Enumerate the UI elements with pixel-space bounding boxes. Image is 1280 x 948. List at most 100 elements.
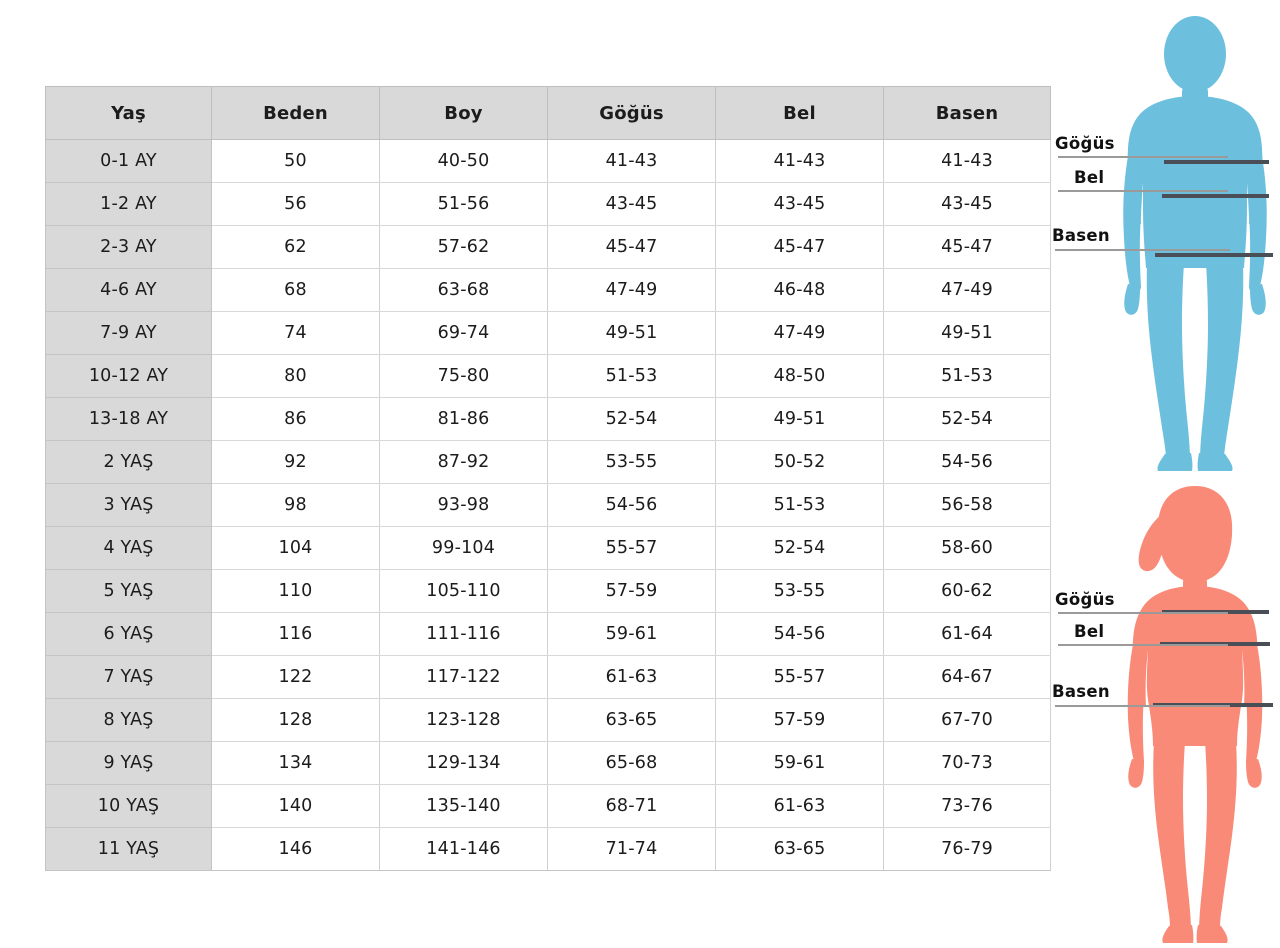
column-header-basen: Basen xyxy=(883,86,1051,140)
male-silhouette-icon xyxy=(1123,16,1267,471)
cell-age: 0-1 AY xyxy=(45,139,212,183)
cell-hip: 41-43 xyxy=(883,139,1051,183)
cell-hip: 76-79 xyxy=(883,827,1051,871)
male-hip-label: Basen xyxy=(1052,226,1110,245)
table-row: 9 YAŞ 134 129-134 65-68 59-61 70-73 xyxy=(45,741,1051,785)
column-header-boy: Boy xyxy=(379,86,548,140)
cell-size: 50 xyxy=(211,139,380,183)
cell-waist: 53-55 xyxy=(715,569,884,613)
cell-height: 129-134 xyxy=(379,741,548,785)
cell-height: 99-104 xyxy=(379,526,548,570)
cell-height: 75-80 xyxy=(379,354,548,398)
cell-size: 86 xyxy=(211,397,380,441)
cell-chest: 63-65 xyxy=(547,698,716,742)
cell-waist: 46-48 xyxy=(715,268,884,312)
female-hip-leader-line xyxy=(1055,705,1230,707)
cell-waist: 51-53 xyxy=(715,483,884,527)
cell-hip: 58-60 xyxy=(883,526,1051,570)
cell-chest: 41-43 xyxy=(547,139,716,183)
cell-age: 10-12 AY xyxy=(45,354,212,398)
table-row: 5 YAŞ 110 105-110 57-59 53-55 60-62 xyxy=(45,569,1051,613)
cell-chest: 65-68 xyxy=(547,741,716,785)
cell-waist: 48-50 xyxy=(715,354,884,398)
table-row: 11 YAŞ 146 141-146 71-74 63-65 76-79 xyxy=(45,827,1051,871)
cell-hip: 45-47 xyxy=(883,225,1051,269)
cell-chest: 55-57 xyxy=(547,526,716,570)
cell-chest: 47-49 xyxy=(547,268,716,312)
cell-height: 117-122 xyxy=(379,655,548,699)
cell-height: 69-74 xyxy=(379,311,548,355)
cell-hip: 49-51 xyxy=(883,311,1051,355)
female-chest-leader-line xyxy=(1058,612,1228,614)
cell-hip: 67-70 xyxy=(883,698,1051,742)
cell-hip: 61-64 xyxy=(883,612,1051,656)
table-row: 6 YAŞ 116 111-116 59-61 54-56 61-64 xyxy=(45,612,1051,656)
cell-chest: 51-53 xyxy=(547,354,716,398)
cell-hip: 54-56 xyxy=(883,440,1051,484)
cell-waist: 41-43 xyxy=(715,139,884,183)
cell-age: 4-6 AY xyxy=(45,268,212,312)
cell-chest: 57-59 xyxy=(547,569,716,613)
cell-size: 98 xyxy=(211,483,380,527)
cell-waist: 63-65 xyxy=(715,827,884,871)
cell-size: 146 xyxy=(211,827,380,871)
cell-size: 134 xyxy=(211,741,380,785)
cell-hip: 60-62 xyxy=(883,569,1051,613)
cell-chest: 71-74 xyxy=(547,827,716,871)
cell-chest: 49-51 xyxy=(547,311,716,355)
cell-height: 57-62 xyxy=(379,225,548,269)
cell-height: 111-116 xyxy=(379,612,548,656)
cell-height: 105-110 xyxy=(379,569,548,613)
column-header-bel: Bel xyxy=(715,86,884,140)
cell-size: 92 xyxy=(211,440,380,484)
table-row: 4 YAŞ 104 99-104 55-57 52-54 58-60 xyxy=(45,526,1051,570)
column-header-gogus: Göğüs xyxy=(547,86,716,140)
male-waist-leader-line xyxy=(1058,190,1228,192)
male-hip-leader-line xyxy=(1055,249,1230,251)
cell-hip: 52-54 xyxy=(883,397,1051,441)
cell-chest: 43-45 xyxy=(547,182,716,226)
cell-hip: 64-67 xyxy=(883,655,1051,699)
cell-chest: 52-54 xyxy=(547,397,716,441)
cell-waist: 45-47 xyxy=(715,225,884,269)
cell-waist: 57-59 xyxy=(715,698,884,742)
cell-hip: 70-73 xyxy=(883,741,1051,785)
cell-size: 104 xyxy=(211,526,380,570)
female-chest-label: Göğüs xyxy=(1055,590,1115,609)
table-row: 4-6 AY 68 63-68 47-49 46-48 47-49 xyxy=(45,268,1051,312)
male-waist-label: Bel xyxy=(1074,168,1105,187)
body-figures-panel: Göğüs Bel Basen xyxy=(1050,0,1280,948)
cell-size: 80 xyxy=(211,354,380,398)
cell-waist: 61-63 xyxy=(715,784,884,828)
cell-size: 122 xyxy=(211,655,380,699)
table-body: 0-1 AY 50 40-50 41-43 41-43 41-43 1-2 AY 56 51-5… xyxy=(45,139,1051,871)
cell-height: 63-68 xyxy=(379,268,548,312)
cell-chest: 53-55 xyxy=(547,440,716,484)
cell-height: 93-98 xyxy=(379,483,548,527)
cell-age: 1-2 AY xyxy=(45,182,212,226)
cell-size: 62 xyxy=(211,225,380,269)
cell-hip: 43-45 xyxy=(883,182,1051,226)
table-row: 0-1 AY 50 40-50 41-43 41-43 41-43 xyxy=(45,139,1051,183)
table-row: 13-18 AY 86 81-86 52-54 49-51 52-54 xyxy=(45,397,1051,441)
cell-waist: 47-49 xyxy=(715,311,884,355)
cell-size: 128 xyxy=(211,698,380,742)
cell-chest: 61-63 xyxy=(547,655,716,699)
table-row: 3 YAŞ 98 93-98 54-56 51-53 56-58 xyxy=(45,483,1051,527)
table-row: 7-9 AY 74 69-74 49-51 47-49 49-51 xyxy=(45,311,1051,355)
cell-size: 140 xyxy=(211,784,380,828)
cell-waist: 59-61 xyxy=(715,741,884,785)
column-header-yas: Yaş xyxy=(45,86,212,140)
table-row: 2-3 AY 62 57-62 45-47 45-47 45-47 xyxy=(45,225,1051,269)
table-row: 10-12 AY 80 75-80 51-53 48-50 51-53 xyxy=(45,354,1051,398)
cell-age: 3 YAŞ xyxy=(45,483,212,527)
cell-age: 7 YAŞ xyxy=(45,655,212,699)
cell-waist: 55-57 xyxy=(715,655,884,699)
cell-age: 13-18 AY xyxy=(45,397,212,441)
cell-waist: 49-51 xyxy=(715,397,884,441)
male-chest-leader-line xyxy=(1058,156,1228,158)
cell-chest: 68-71 xyxy=(547,784,716,828)
cell-waist: 54-56 xyxy=(715,612,884,656)
cell-height: 141-146 xyxy=(379,827,548,871)
male-hip-band xyxy=(1155,253,1273,257)
